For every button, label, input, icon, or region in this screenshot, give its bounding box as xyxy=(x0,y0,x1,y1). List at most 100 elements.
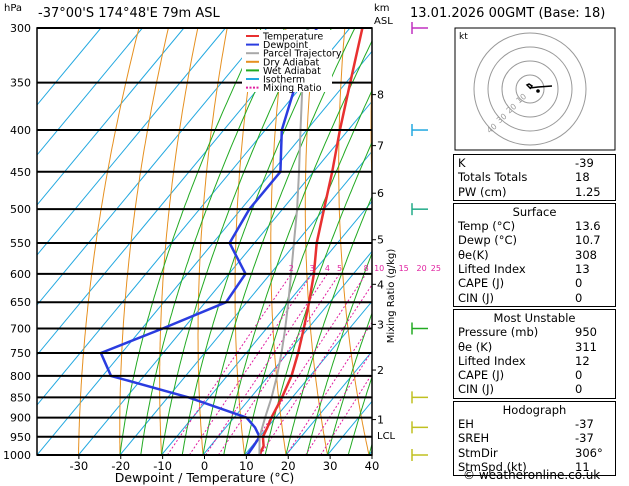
legend-entry: Mixing Ratio xyxy=(263,83,322,94)
temp-tick-label: 40 xyxy=(365,459,380,473)
pressure-tick-label: 800 xyxy=(10,370,31,383)
surface-label: θe(K) xyxy=(458,247,489,262)
pressure-tick-label: 700 xyxy=(10,323,31,336)
dry-adiabat-line xyxy=(78,28,140,455)
mixing-ratio-label: 20 xyxy=(417,264,427,273)
storm-motion-point xyxy=(536,89,540,93)
mixing-ratio-label: 5 xyxy=(337,264,342,273)
temp-tick-label: 20 xyxy=(281,459,296,473)
mixing-ratio-axis-title: Mixing Ratio (g/kg) xyxy=(386,249,397,344)
hodograph-label: StmDir xyxy=(458,445,498,460)
location-title: -37°00'S 174°48'E 79m ASL xyxy=(38,6,220,21)
isotherm-line xyxy=(37,28,226,256)
surface-label: Temp (°C) xyxy=(458,219,516,234)
index-row: K -39 xyxy=(458,156,611,170)
km-tick-label: 4 xyxy=(377,278,384,291)
surface-row: Lifted Index 13 xyxy=(458,262,611,276)
mixing-ratio-label: 10 xyxy=(374,264,384,273)
surface-value: 0 xyxy=(575,290,583,305)
isotherm-line xyxy=(37,28,102,106)
hodograph-ring xyxy=(473,32,587,146)
most-unstable-value: 0 xyxy=(575,382,583,397)
pressure-tick-label: 950 xyxy=(10,431,31,444)
plot-frame xyxy=(36,27,373,456)
km-tick-label: 8 xyxy=(377,89,384,102)
hodograph-title: Hodograph xyxy=(502,402,567,417)
index-row: PW (cm) 1.25 xyxy=(458,185,611,199)
mixing-ratio-label: 2 xyxy=(289,264,294,273)
surface-value: 13 xyxy=(575,262,590,277)
pressure-tick-label: 450 xyxy=(10,166,31,179)
isotherm-line xyxy=(161,200,372,455)
most-unstable-value: 311 xyxy=(575,339,597,354)
hodograph-label: EH xyxy=(458,417,474,432)
mixing-ratio-label: 3 xyxy=(310,264,315,273)
surface-row: CAPE (J) 0 xyxy=(458,276,611,290)
hodograph-value: 11 xyxy=(575,459,590,474)
surface-value: 10.7 xyxy=(575,233,601,248)
most-unstable-label: CIN (J) xyxy=(458,382,495,397)
surface-label: Lifted Index xyxy=(458,262,526,277)
most-unstable-row: Pressure (mb) 950 xyxy=(458,325,611,339)
x-axis-title: Dewpoint / Temperature (°C) xyxy=(115,470,294,485)
index-row: Totals Totals 18 xyxy=(458,170,611,184)
wet-adiabat-line xyxy=(327,311,372,455)
surface-value: 0 xyxy=(575,276,583,291)
surface-label: CIN (J) xyxy=(458,290,495,305)
surface-title: Surface xyxy=(512,204,557,219)
isotherm-line xyxy=(37,28,185,206)
hodograph-row: EH -37 xyxy=(458,417,611,431)
surface-value: 308 xyxy=(575,247,597,262)
legend-entry: Temperature xyxy=(262,32,323,43)
hodograph-row: StmDir 306° xyxy=(458,446,611,460)
indices-hodograph: Hodograph EH -37 SREH -37 StmDir 306° StmSpd (k… xyxy=(453,400,616,477)
index-label: PW (cm) xyxy=(458,184,507,199)
mixing-ratio-label: 15 xyxy=(399,264,409,273)
pressure-tick-label: 850 xyxy=(10,391,31,404)
km-tick-label: 6 xyxy=(377,187,384,200)
hodograph-trace xyxy=(525,83,553,90)
most-unstable-value: 0 xyxy=(575,368,583,383)
hodograph-units: kt xyxy=(459,32,468,42)
temp-tick-label: -30 xyxy=(69,459,88,473)
mixing-ratio-line xyxy=(217,273,341,455)
mixing-ratio-label: 25 xyxy=(431,264,441,273)
hodograph-frame xyxy=(454,27,616,151)
dry-adiabat-line xyxy=(197,28,228,455)
isotherm-line xyxy=(37,28,143,156)
pressure-tick-label: 550 xyxy=(10,237,31,250)
pressure-tick-label: 650 xyxy=(10,296,31,309)
mixing-ratio-line xyxy=(286,321,372,455)
indices-table: K -39 Totals Totals 18 PW (cm) 1.25 Surface Te… xyxy=(453,154,616,478)
km-axis-label: km xyxy=(374,3,390,14)
hodograph-row: SREH -37 xyxy=(458,431,611,445)
copyright-footer: © weatheronline.co.uk xyxy=(463,468,601,482)
km-tick-label: 2 xyxy=(377,364,384,377)
isotherm-line xyxy=(37,50,372,455)
surface-row: CIN (J) 0 xyxy=(458,291,611,305)
hodograph-ring xyxy=(515,74,545,104)
most-unstable-title: Most Unstable xyxy=(493,310,576,325)
most-unstable-row: CAPE (J) 0 xyxy=(458,368,611,382)
surface-row: θe(K) 308 xyxy=(458,248,611,262)
most-unstable-value: 12 xyxy=(575,353,590,368)
hodograph-value: 306° xyxy=(575,445,603,460)
pressure-tick-label: 400 xyxy=(10,124,31,137)
isotherm-line xyxy=(119,150,372,455)
isotherm-line xyxy=(244,300,372,455)
mixing-ratio-label: 4 xyxy=(325,264,330,273)
mixing-ratio-label: 8 xyxy=(364,264,369,273)
temp-tick-label: 0 xyxy=(201,459,208,473)
index-value: 18 xyxy=(575,170,590,185)
datetime-title: 13.01.2026 00GMT (Base: 18) xyxy=(410,6,606,21)
surface-label: CAPE (J) xyxy=(458,276,505,291)
pressure-tick-label: 1000 xyxy=(3,449,31,462)
dry-adiabat-line xyxy=(402,28,452,455)
pressure-tick-label: 300 xyxy=(10,22,31,35)
temp-tick-label: 30 xyxy=(323,459,338,473)
pressure-tick-label: 750 xyxy=(10,347,31,360)
mixing-ratio-line xyxy=(166,273,292,455)
index-value: 1.25 xyxy=(575,184,601,199)
index-label: K xyxy=(458,156,466,170)
